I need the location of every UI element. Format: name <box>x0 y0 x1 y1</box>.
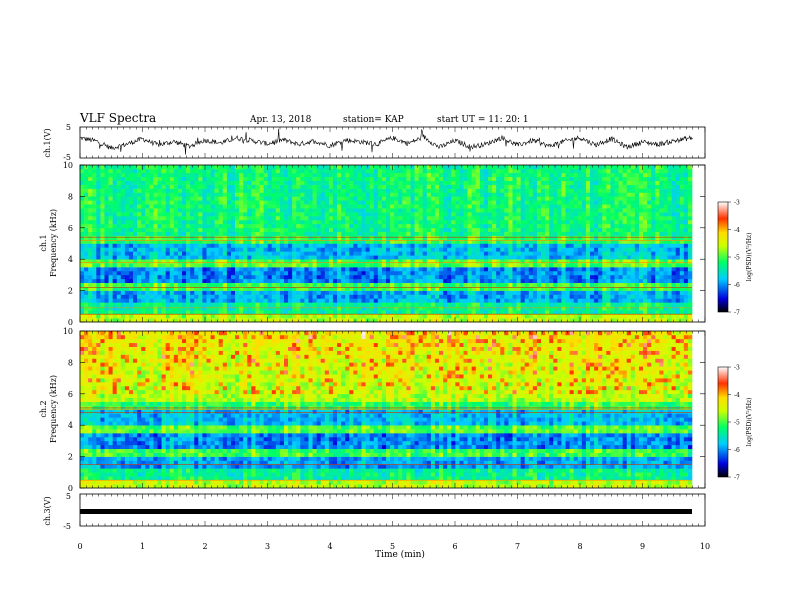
ch1-ytick-top: 5 <box>66 123 71 132</box>
ch2-spectrogram-panel: 0 2 4 6 8 10 ch.2 Frequency (kHz) <box>39 327 706 493</box>
x-tick-label: 9 <box>640 542 645 551</box>
freq-tick-label: 6 <box>68 224 73 233</box>
freq-tick-label: 10 <box>63 161 73 170</box>
freq-tick-label: 4 <box>68 421 73 430</box>
ch2-colorbar-label: log(PSD)(V²/Hz) <box>746 398 753 447</box>
colorbar-tick-label: -4 <box>734 227 740 234</box>
colorbar-tick-label: -5 <box>734 255 740 262</box>
freq-tick-label: 8 <box>68 358 73 367</box>
ch3-ytick-top: 5 <box>66 492 71 501</box>
x-tick-label: 2 <box>202 542 207 551</box>
ch1-spec-ylabel-ch: ch.1 <box>39 234 48 251</box>
freq-tick-label: 8 <box>68 192 73 201</box>
date-label: Apr. 13, 2018 <box>249 115 312 125</box>
colorbar-tick-label: -7 <box>734 475 740 482</box>
freq-tick-label: 6 <box>68 390 73 399</box>
freq-tick-label: 2 <box>68 453 73 462</box>
station-label: station= KAP <box>343 115 404 125</box>
ch2-spec-ylabel-freq: Frequency (kHz) <box>49 375 58 443</box>
start-ut-label: start UT = 11: 20: 1 <box>437 115 529 125</box>
x-tick-label: 7 <box>515 542 520 551</box>
ch3-ytick-bottom: -5 <box>63 522 71 531</box>
x-tick-label: 3 <box>265 542 270 551</box>
colorbar-tick-label: -5 <box>734 420 740 427</box>
x-tick-label: 6 <box>452 542 457 551</box>
colorbar-tick-label: -6 <box>734 282 740 289</box>
freq-tick-label: 10 <box>63 327 73 336</box>
ch1-colorbar: -3 -4 -5 -6 -7 log(PSD)(V²/Hz) <box>717 200 753 317</box>
colorbar-tick-label: -4 <box>734 392 740 399</box>
ch3-waveform-line <box>80 509 692 514</box>
ch2-spec-ylabel-ch: ch.2 <box>39 400 48 417</box>
colorbar-tick-label: -3 <box>734 365 740 372</box>
ch2-colorbar: -3 -4 -5 -6 -7 log(PSD)(V²/Hz) <box>717 365 753 482</box>
ch3-waveform-panel: 5 -5 ch.3(V) <box>43 492 706 531</box>
x-tick-label: 10 <box>700 542 710 551</box>
freq-tick-label: 0 <box>68 318 73 327</box>
x-axis-tick-labels: 0 1 2 3 4 5 6 7 8 9 10 <box>77 542 710 551</box>
colorbar-tick-label: -6 <box>734 447 740 454</box>
ch1-ytick-bottom: -5 <box>63 153 71 162</box>
ch1-colorbar-label: log(PSD)(V²/Hz) <box>746 233 753 282</box>
x-axis-label: Time (min) <box>375 549 425 560</box>
freq-tick-label: 4 <box>68 255 73 264</box>
ch1-waveform-line <box>79 128 693 155</box>
x-tick-label: 1 <box>140 542 145 551</box>
x-tick-label: 4 <box>327 542 332 551</box>
ch3-ylabel: ch.3(V) <box>43 496 52 525</box>
x-tick-label: 0 <box>77 542 82 551</box>
x-tick-label: 5 <box>390 542 395 551</box>
x-tick-label: 8 <box>577 542 582 551</box>
figure-title: VLF Spectra <box>79 111 156 125</box>
ch1-spectrogram-panel: 0 2 4 6 8 10 ch.1 Frequency (kHz) <box>39 161 706 327</box>
ch1-spec-ylabel-freq: Frequency (kHz) <box>49 209 58 277</box>
freq-tick-label: 2 <box>68 287 73 296</box>
freq-tick-label: 0 <box>68 484 73 493</box>
ch1-ylabel: ch.1(V) <box>43 128 52 157</box>
colorbar-tick-label: -7 <box>734 310 740 317</box>
ch1-waveform-panel: 5 -5 ch.1(V) <box>43 123 706 162</box>
colorbar-tick-label: -3 <box>734 200 740 207</box>
ch1-waveform-path <box>79 128 693 155</box>
